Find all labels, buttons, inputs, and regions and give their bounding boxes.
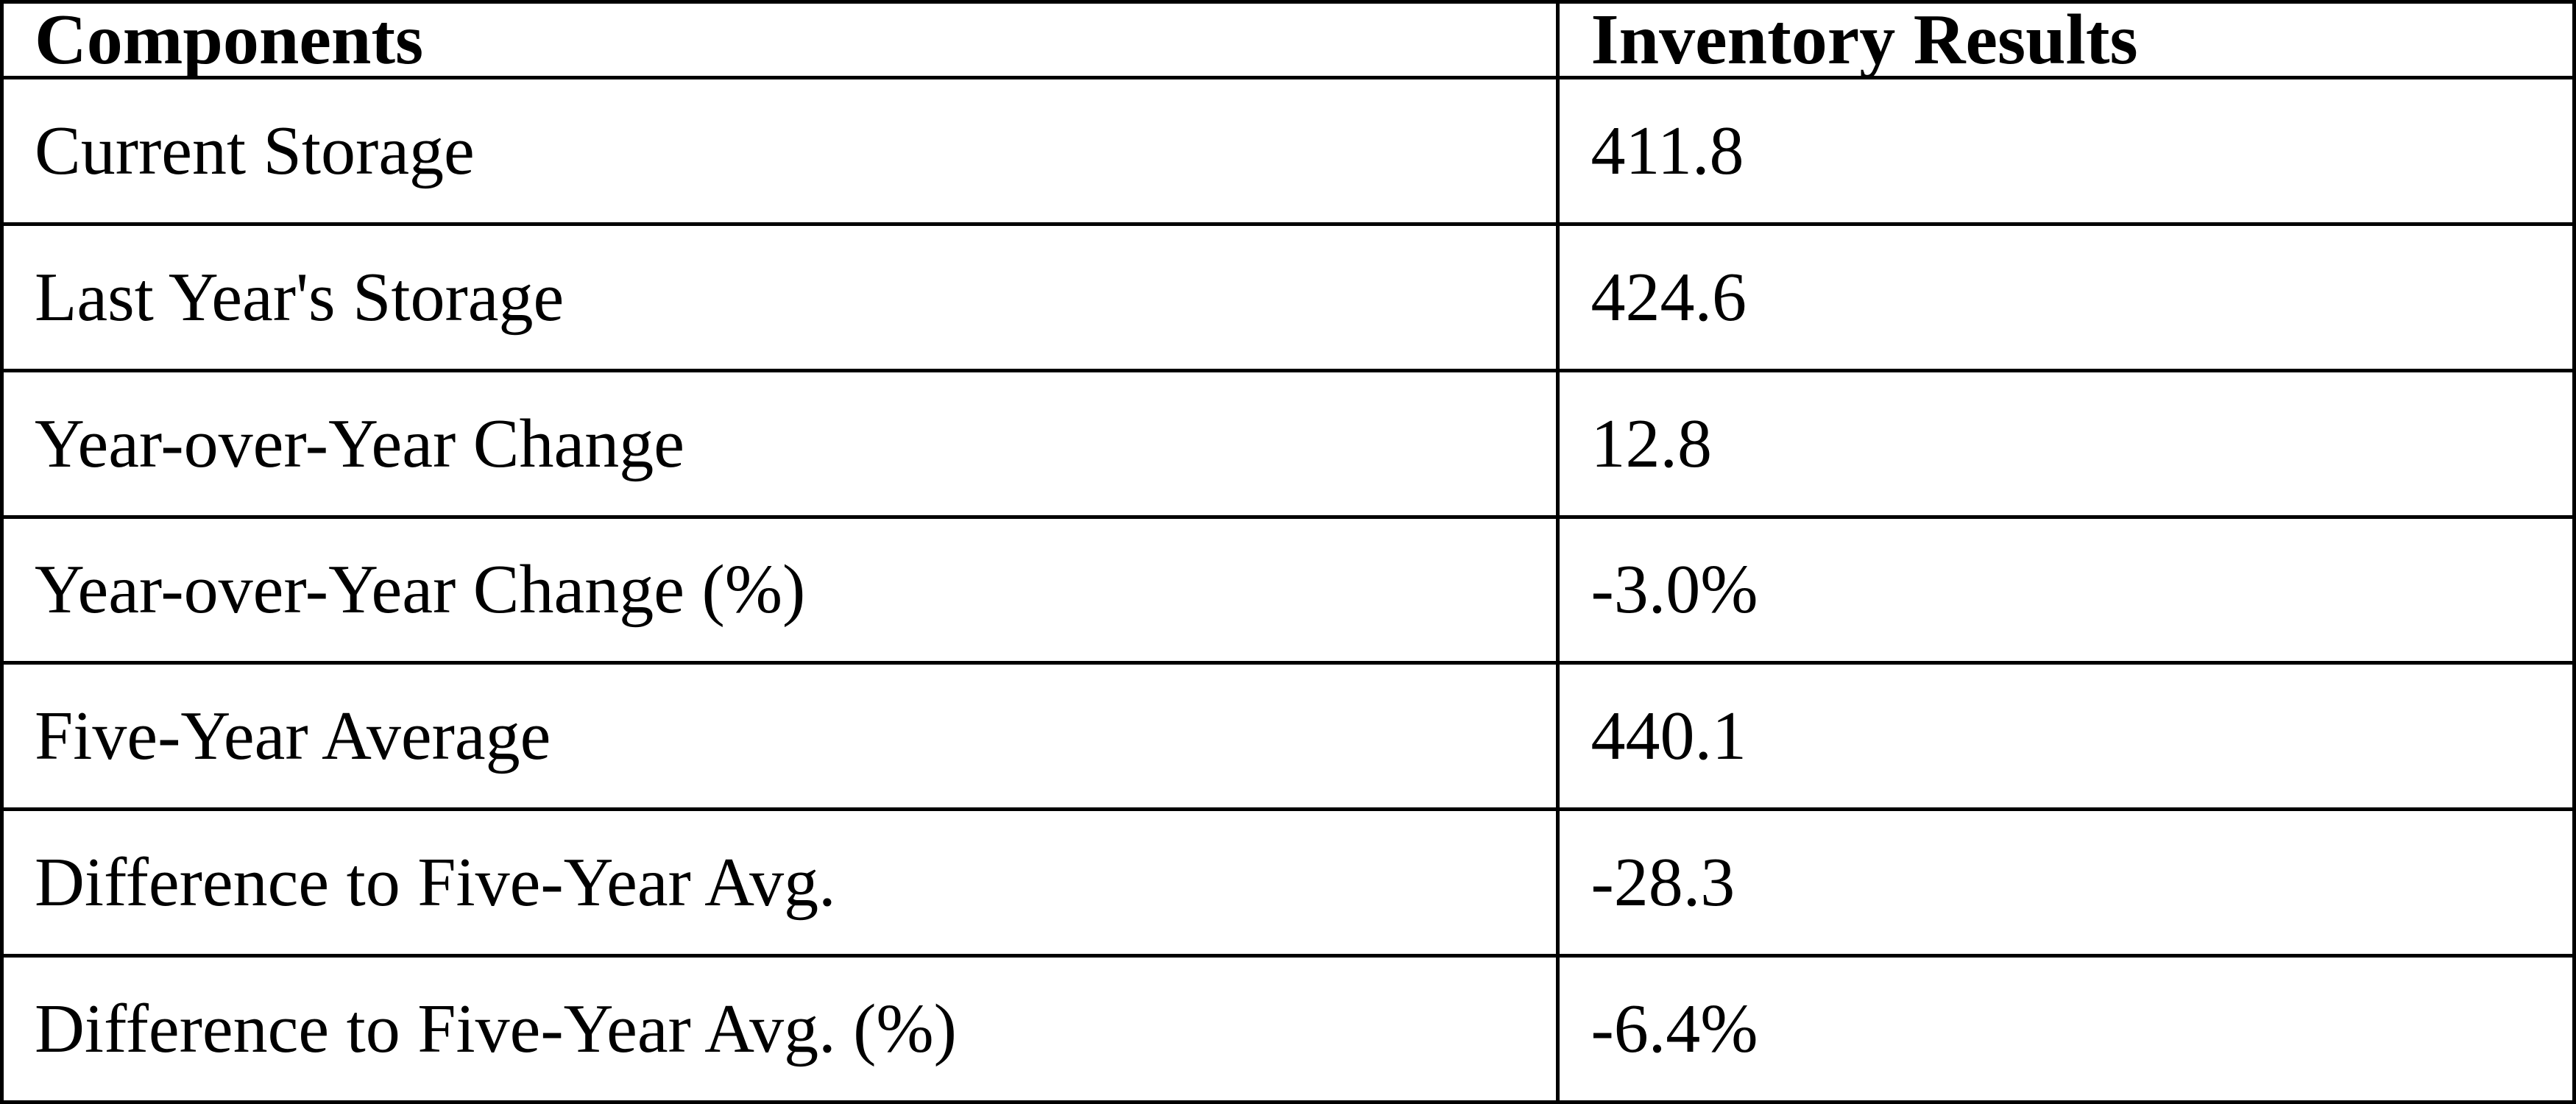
component-value: -28.3 bbox=[1556, 807, 2576, 958]
component-value: 424.6 bbox=[1556, 222, 2576, 372]
component-label: Difference to Five-Year Avg. bbox=[0, 807, 1560, 958]
table-row: Current Storage 411.8 bbox=[0, 76, 2576, 226]
component-label: Difference to Five-Year Avg. (%) bbox=[0, 954, 1560, 1104]
components-column-header: Components bbox=[0, 0, 1560, 79]
component-value: -6.4% bbox=[1556, 954, 2576, 1104]
component-value: 12.8 bbox=[1556, 368, 2576, 519]
component-value: -3.0% bbox=[1556, 514, 2576, 665]
component-label: Current Storage bbox=[0, 76, 1560, 226]
table-row: Year-over-Year Change (%) -3.0% bbox=[0, 514, 2576, 665]
component-label: Last Year's Storage bbox=[0, 222, 1560, 372]
table-row: Difference to Five-Year Avg. (%) -6.4% bbox=[0, 954, 2576, 1104]
component-value: 440.1 bbox=[1556, 661, 2576, 812]
table-row: Five-Year Average 440.1 bbox=[0, 661, 2576, 812]
component-label: Year-over-Year Change bbox=[0, 368, 1560, 519]
component-label: Five-Year Average bbox=[0, 661, 1560, 812]
inventory-results-column-header: Inventory Results bbox=[1556, 0, 2576, 79]
table-row: Last Year's Storage 424.6 bbox=[0, 222, 2576, 372]
component-label: Year-over-Year Change (%) bbox=[0, 514, 1560, 665]
table-header-row: Components Inventory Results bbox=[0, 0, 2576, 79]
table-row: Year-over-Year Change 12.8 bbox=[0, 368, 2576, 519]
table-row: Difference to Five-Year Avg. -28.3 bbox=[0, 807, 2576, 958]
component-value: 411.8 bbox=[1556, 76, 2576, 226]
